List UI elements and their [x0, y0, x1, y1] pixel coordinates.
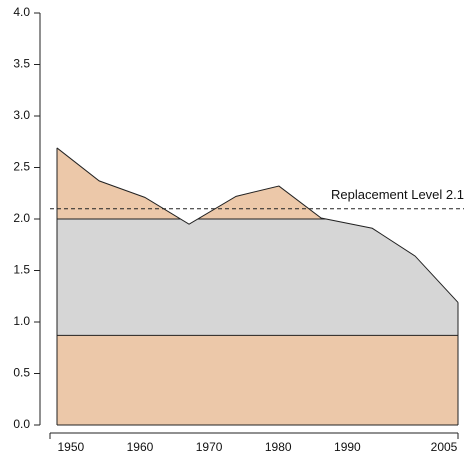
y-tick-label: 3.5: [13, 57, 30, 71]
y-tick-label: 3.0: [13, 108, 30, 122]
area-line: [56, 147, 459, 303]
x-tick-label: 1950: [57, 440, 84, 454]
band: [57, 219, 458, 336]
y-tick-label: 1.0: [13, 314, 30, 328]
x-tick-label: 1960: [127, 440, 154, 454]
bands: [57, 218, 458, 336]
x-tick-label: 1970: [196, 440, 223, 454]
y-tick-label: 1.5: [13, 263, 30, 277]
y-tick-label: 0.5: [13, 366, 30, 380]
reference-label: Replacement Level 2.1: [331, 187, 464, 202]
x-tick-label: 2005: [431, 440, 458, 454]
x-tick-label: 1990: [334, 440, 361, 454]
y-tick-label: 0.0: [13, 417, 30, 431]
x-tick-label: 1980: [265, 440, 292, 454]
y-tick-label: 4.0: [13, 5, 30, 19]
y-tick-label: 2.5: [13, 160, 30, 174]
y-tick-label: 2.0: [13, 211, 30, 225]
